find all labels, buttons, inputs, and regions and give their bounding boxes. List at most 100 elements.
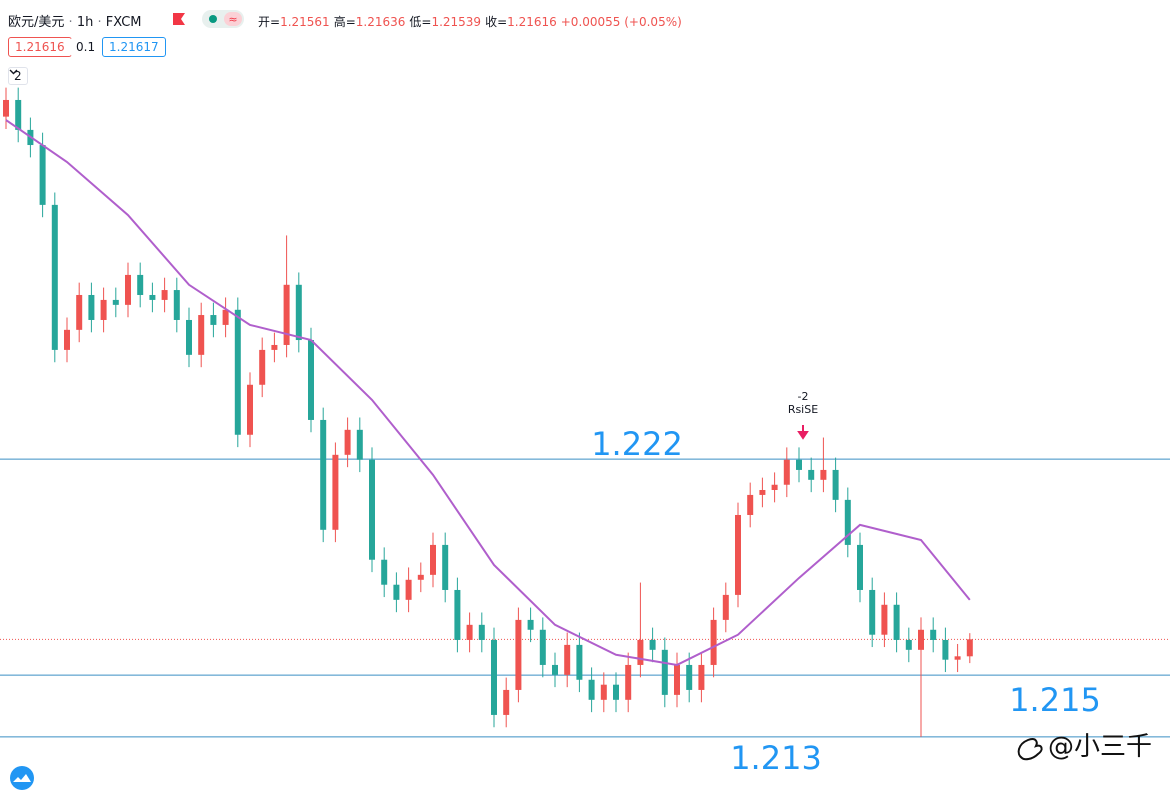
candle-body (661, 649, 668, 695)
status-pill[interactable]: ≈ (202, 10, 244, 28)
candle-body (783, 459, 790, 485)
candle-body (808, 469, 815, 480)
candle-body (893, 604, 900, 640)
candle-body (405, 579, 412, 600)
candle-body (832, 469, 839, 500)
candle-body (3, 99, 9, 117)
candle-body (735, 514, 741, 595)
candle-body (39, 145, 46, 205)
bid-box[interactable]: 1.21616 (8, 37, 72, 57)
level-label: 1.222 (591, 425, 683, 463)
candle-body (539, 629, 546, 665)
candle-body (332, 454, 339, 530)
candle-body (369, 459, 375, 560)
candle-body (710, 619, 717, 665)
logo-mark (13, 774, 31, 782)
candle-body (198, 315, 205, 355)
candle-body (954, 656, 961, 660)
ohlc-label: 开= (258, 15, 281, 29)
source: FXCM (105, 15, 142, 30)
candle-body (454, 589, 461, 640)
candle-body (613, 684, 619, 700)
candle-body (698, 664, 705, 690)
candle-body (686, 664, 693, 690)
separator: · (97, 15, 102, 30)
candle-body (15, 99, 22, 130)
watermark-icon (1017, 738, 1043, 761)
ohlc-value: 1.21636 (355, 15, 406, 29)
symbol-line: 欧元/美元 · 1h · FXCM (8, 11, 141, 30)
candle-body (64, 329, 70, 350)
logo[interactable] (10, 766, 34, 790)
candle-body (820, 469, 827, 480)
candle-body (112, 299, 119, 305)
annotation-text: -2 (798, 390, 809, 403)
candle-body (51, 204, 58, 350)
annotation-text: RsiSE (788, 403, 818, 416)
candle-body (234, 309, 241, 435)
candle-body (869, 589, 876, 635)
candle-body (283, 284, 290, 345)
watermark: @小三千 (1048, 732, 1152, 762)
candle-body (149, 294, 156, 300)
candle-body (771, 484, 778, 490)
collapse-button[interactable]: 2 (8, 67, 28, 85)
candle-body (918, 629, 924, 650)
ohlc-value: 1.21539 (431, 15, 482, 29)
ask-box[interactable]: 1.21617 (102, 37, 166, 57)
symbol: 欧元/美元 (8, 15, 65, 30)
flag-icon[interactable] (172, 12, 186, 26)
candle-body (137, 274, 144, 295)
level-label: 1.213 (730, 739, 822, 777)
candle-body (88, 294, 95, 320)
candle-body (430, 544, 436, 575)
candle-body (844, 499, 851, 545)
candle-body (966, 639, 973, 657)
ohlc-label: 低= (409, 15, 432, 29)
candle-body (466, 624, 473, 640)
candle-body (125, 274, 131, 305)
candle-body (649, 639, 656, 650)
ohlc: 开=1.21561 高=1.21636 低=1.21539 收=1.21616 +0.0… (258, 13, 682, 30)
moving-average (5, 119, 971, 666)
candle-body (478, 624, 485, 640)
candle-body (796, 459, 802, 470)
candle-body (674, 664, 680, 695)
candle-body (186, 319, 192, 355)
candle-body (527, 619, 534, 630)
candle-body (161, 290, 168, 300)
candle-body (930, 629, 937, 640)
candle-body (247, 384, 253, 435)
candle-body (259, 349, 266, 385)
candle-body (100, 299, 107, 320)
candle-body (222, 309, 229, 325)
separator: · (68, 15, 73, 30)
candle-body (491, 639, 497, 715)
ohlc-value: 1.21561 (280, 15, 330, 29)
candle-body (503, 689, 510, 715)
candle-body (271, 344, 278, 350)
candle-body (600, 684, 607, 700)
ohlc-label: 高= (333, 15, 356, 29)
candle-body (381, 559, 388, 585)
candle-body (637, 639, 644, 665)
svg-text:≈: ≈ (228, 13, 237, 26)
candle-body (857, 544, 863, 590)
collapse-count: 2 (14, 69, 22, 83)
candle-body (442, 544, 449, 590)
candle-body (759, 489, 766, 495)
level-label: 1.215 (1009, 681, 1101, 719)
candle-body (356, 429, 363, 460)
candle-body (308, 340, 314, 420)
change: +0.00055 (+0.05%) (560, 15, 682, 29)
annotation-arrow (797, 425, 809, 440)
spread: 0.1 (70, 38, 102, 56)
candle-body (552, 664, 558, 675)
candle-body (76, 294, 83, 330)
candle-body (881, 604, 888, 635)
interval[interactable]: 1h (76, 15, 94, 30)
candle-body (588, 679, 595, 700)
candle-body (625, 664, 632, 700)
